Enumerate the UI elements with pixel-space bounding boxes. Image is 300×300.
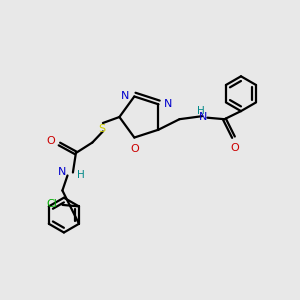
Text: H: H bbox=[77, 170, 85, 180]
Text: O: O bbox=[130, 144, 139, 154]
Text: O: O bbox=[231, 142, 239, 153]
Text: N: N bbox=[58, 167, 66, 177]
Text: Cl: Cl bbox=[46, 199, 57, 209]
Text: N: N bbox=[121, 91, 129, 101]
Text: S: S bbox=[99, 124, 106, 134]
Text: O: O bbox=[46, 136, 55, 146]
Text: N: N bbox=[199, 112, 208, 122]
Text: N: N bbox=[164, 99, 172, 109]
Text: H: H bbox=[196, 106, 204, 116]
